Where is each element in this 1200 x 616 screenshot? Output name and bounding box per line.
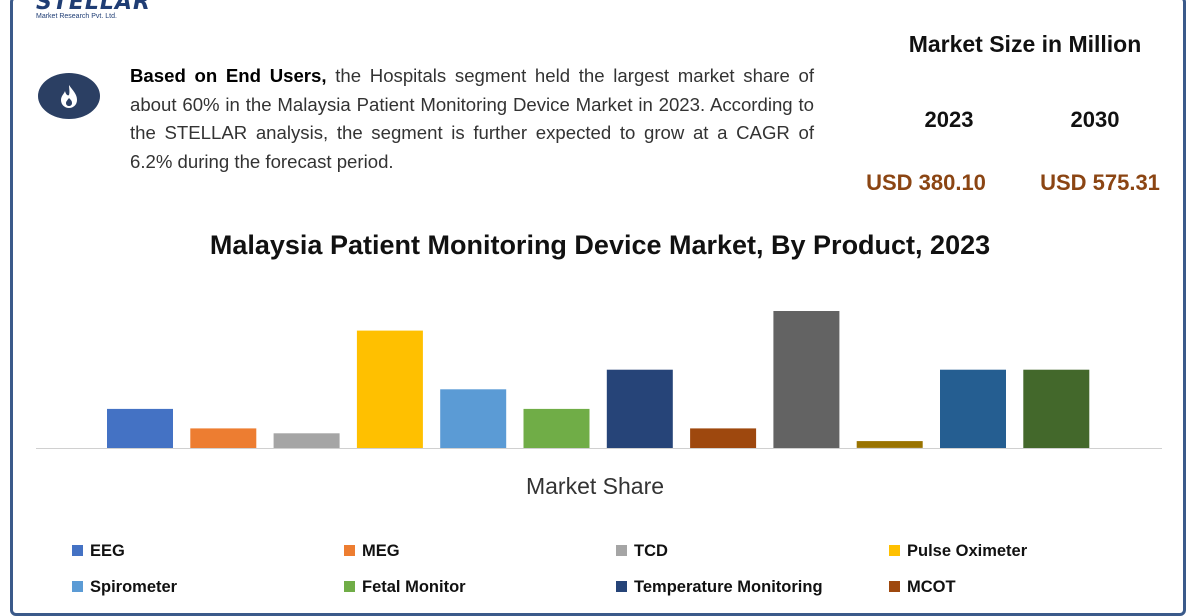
logo: STELLAR Market Research Pvt. Ltd. <box>36 0 151 20</box>
x-axis-label: Market Share <box>525 473 665 499</box>
description-lead: Based on End Users, <box>130 65 327 86</box>
bar-meg <box>190 428 257 448</box>
bar-temperature-monitoring <box>606 369 673 448</box>
bar-mcot <box>690 428 757 448</box>
bar-tcd <box>273 433 340 448</box>
chart-title: Malaysia Patient Monitoring Device Marke… <box>209 230 991 260</box>
bar-pulse-oximeter <box>356 330 423 448</box>
description-body: the Hospitals segment held the largest m… <box>130 65 814 172</box>
logo-name: STELLAR <box>36 0 151 15</box>
value-2023: USD 380.10 <box>866 170 986 195</box>
year-2030: 2030 <box>1070 107 1120 132</box>
bar-unlabeled-10 <box>856 441 923 448</box>
bar-spirometer <box>440 389 507 448</box>
segment-description: Based on End Users, the Hospitals segmen… <box>130 62 814 176</box>
bar-unlabeled-12 <box>1023 369 1090 448</box>
bar-unlabeled-9 <box>773 311 840 448</box>
year-2023: 2023 <box>924 107 974 132</box>
bar-eeg <box>107 408 173 448</box>
fire-icon <box>38 73 100 119</box>
bar-chart <box>36 311 1162 449</box>
market-size-title: Market Size in Million <box>908 31 1142 57</box>
bar-fetal-monitor <box>523 408 590 448</box>
value-2030: USD 575.31 <box>1040 170 1160 195</box>
logo-subtitle: Market Research Pvt. Ltd. <box>36 13 117 20</box>
bar-unlabeled-11 <box>940 369 1006 448</box>
